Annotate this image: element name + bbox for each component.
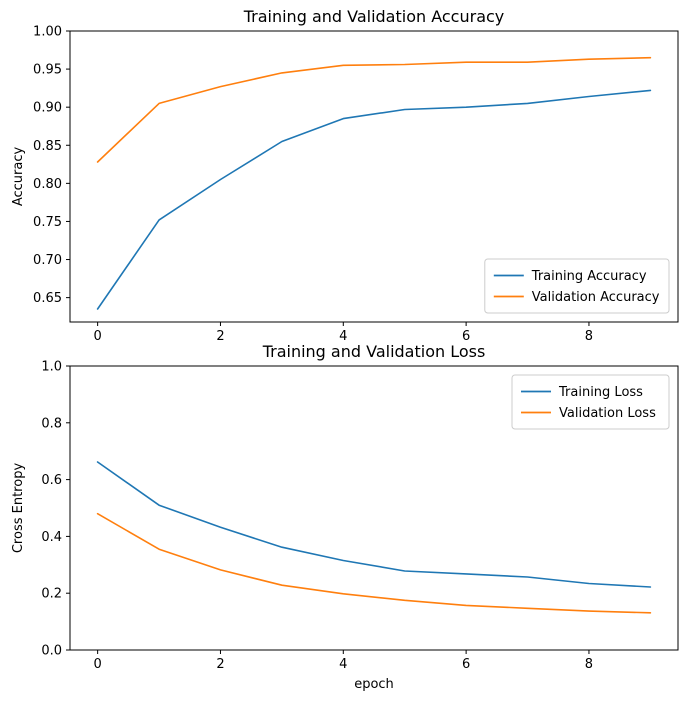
training-and-validation-accuracy-subplot: 0 2 4 6 8 0.65 0.70 0.75 0.80 0.85 0.90 0.95 1.00 Tra… (11, 7, 679, 344)
training-accuracy-legend-label: Training Accuracy (531, 269, 647, 284)
y-tick-label: 0.95 (33, 63, 62, 78)
y-axis-label: Accuracy (11, 147, 26, 207)
y-tick-label: 0.8 (41, 416, 62, 431)
x-tick-label: 4 (339, 657, 347, 672)
y-tick-label: 0.65 (33, 291, 62, 306)
legend-frame (511, 374, 670, 430)
x-tick-label: 0 (93, 329, 101, 344)
y-tick-label: 0.2 (41, 587, 62, 602)
x-tick-label: 6 (462, 657, 470, 672)
y-tick-label: 0.6 (41, 473, 62, 488)
training-loss-legend-label: Training Loss (558, 385, 643, 400)
plot-title: Training and Validation Loss (262, 342, 486, 361)
x-tick-label: 2 (216, 657, 224, 672)
x-tick-label: 0 (93, 657, 101, 672)
axes-frame (69, 365, 679, 651)
plot-title: Training and Validation Accuracy (243, 7, 505, 26)
legend: Training Accuracy Validation Accuracy (484, 258, 670, 314)
x-tick-label: 6 (462, 329, 470, 344)
legend-frame (484, 258, 670, 314)
validation-loss-line (96, 512, 652, 614)
y-tick-label: 0.4 (41, 530, 62, 545)
x-tick-label: 4 (339, 329, 347, 344)
y-tick-label: 0.0 (41, 644, 62, 659)
y-tick-label: 0.80 (33, 177, 62, 192)
training-loss-line (96, 461, 652, 588)
y-tick-label: 0.70 (33, 253, 62, 268)
validation-accuracy-legend-label: Validation Accuracy (532, 290, 660, 305)
y-tick-label: 0.90 (33, 101, 62, 116)
training-and-validation-loss-subplot: 0 2 4 6 8 0.0 0.2 0.4 0.6 0.8 1.0 Training and Vali… (11, 342, 679, 692)
validation-loss-legend-label: Validation Loss (559, 406, 656, 421)
y-axis-label: Cross Entropy (11, 463, 26, 554)
y-tick-label: 1.0 (41, 360, 62, 375)
training-accuracy-line (96, 89, 652, 310)
x-axis-label: epoch (354, 677, 394, 692)
validation-accuracy-line (96, 56, 652, 163)
axes-frame (69, 30, 679, 323)
y-tick-label: 0.75 (33, 215, 62, 230)
y-tick-label: 1.00 (33, 25, 62, 40)
x-tick-label: 2 (216, 329, 224, 344)
y-tick-label: 0.85 (33, 139, 62, 154)
x-tick-label: 8 (585, 657, 593, 672)
x-tick-label: 8 (585, 329, 593, 344)
legend: Training Loss Validation Loss (511, 374, 670, 430)
